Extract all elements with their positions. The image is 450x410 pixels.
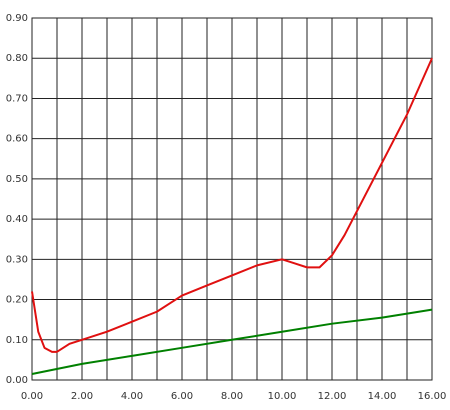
y-tick-label: 0.50 [6,174,28,185]
x-tick-label: 6.00 [171,391,193,402]
y-tick-label: 0.90 [6,13,28,24]
y-tick-label: 0.70 [6,93,28,104]
x-tick-label: 14.00 [368,391,397,402]
x-tick-label: 4.00 [121,391,143,402]
y-tick-label: 0.40 [6,214,28,225]
line [31,57,433,353]
y-tick-label: 0.10 [6,335,28,346]
x-tick-label: 10.00 [268,391,297,402]
y-tick-label: 0.20 [6,295,28,306]
x-tick-label: 16.00 [418,391,447,402]
y-tick-label: 0.00 [6,375,28,386]
x-tick-label: 8.00 [221,391,243,402]
x-tick-label: 0.00 [21,391,43,402]
y-tick-label: 0.60 [6,134,28,145]
y-tick-label: 0.80 [6,53,28,64]
x-tick-label: 2.00 [71,391,93,402]
y-tick-label: 0.30 [6,254,28,265]
line [31,308,433,375]
x-tick-label: 12.00 [318,391,347,402]
plot-frame [31,17,433,381]
